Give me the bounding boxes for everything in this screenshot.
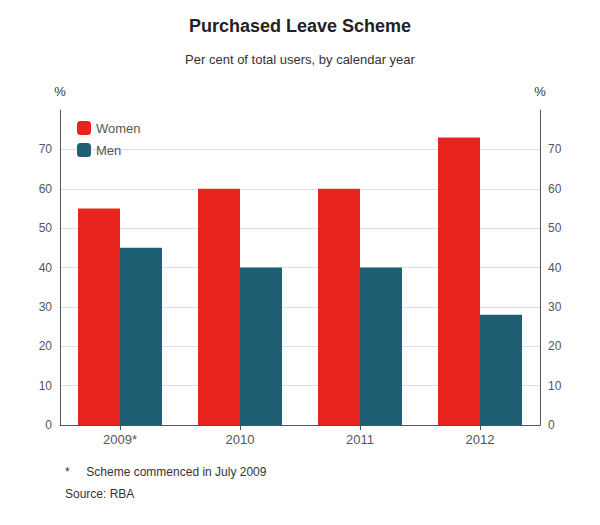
svg-text:Per cent of total users, by ca: Per cent of total users, by calendar yea… — [185, 52, 415, 67]
svg-text:2012: 2012 — [466, 432, 495, 447]
svg-text:%: % — [534, 84, 546, 99]
svg-text:70: 70 — [548, 142, 562, 156]
svg-text:60: 60 — [548, 182, 562, 196]
svg-text:10: 10 — [548, 379, 562, 393]
svg-text:%: % — [54, 84, 66, 99]
svg-text:60: 60 — [39, 182, 53, 196]
svg-text:2011: 2011 — [346, 432, 374, 447]
svg-text:Purchased Leave Scheme: Purchased Leave Scheme — [189, 16, 411, 36]
svg-text:* Scheme commenced in July: * Scheme commenced in July 2009 — [65, 465, 267, 479]
svg-text:20: 20 — [39, 339, 53, 353]
svg-text:Men: Men — [96, 143, 121, 158]
svg-text:30: 30 — [548, 300, 562, 314]
svg-text:30: 30 — [39, 300, 53, 314]
svg-text:50: 50 — [548, 221, 562, 235]
svg-text:50: 50 — [39, 221, 53, 235]
svg-text:0: 0 — [548, 418, 555, 432]
svg-text:Women: Women — [96, 121, 141, 136]
svg-text:10: 10 — [39, 379, 53, 393]
svg-text:70: 70 — [39, 142, 53, 156]
svg-text:0: 0 — [45, 418, 52, 432]
svg-text:Source: RBA: Source: RBA — [65, 487, 134, 501]
svg-text:2009*: 2009* — [103, 432, 137, 447]
svg-text:2010: 2010 — [226, 432, 255, 447]
svg-text:40: 40 — [548, 261, 562, 275]
svg-text:20: 20 — [548, 339, 562, 353]
svg-text:40: 40 — [39, 261, 53, 275]
